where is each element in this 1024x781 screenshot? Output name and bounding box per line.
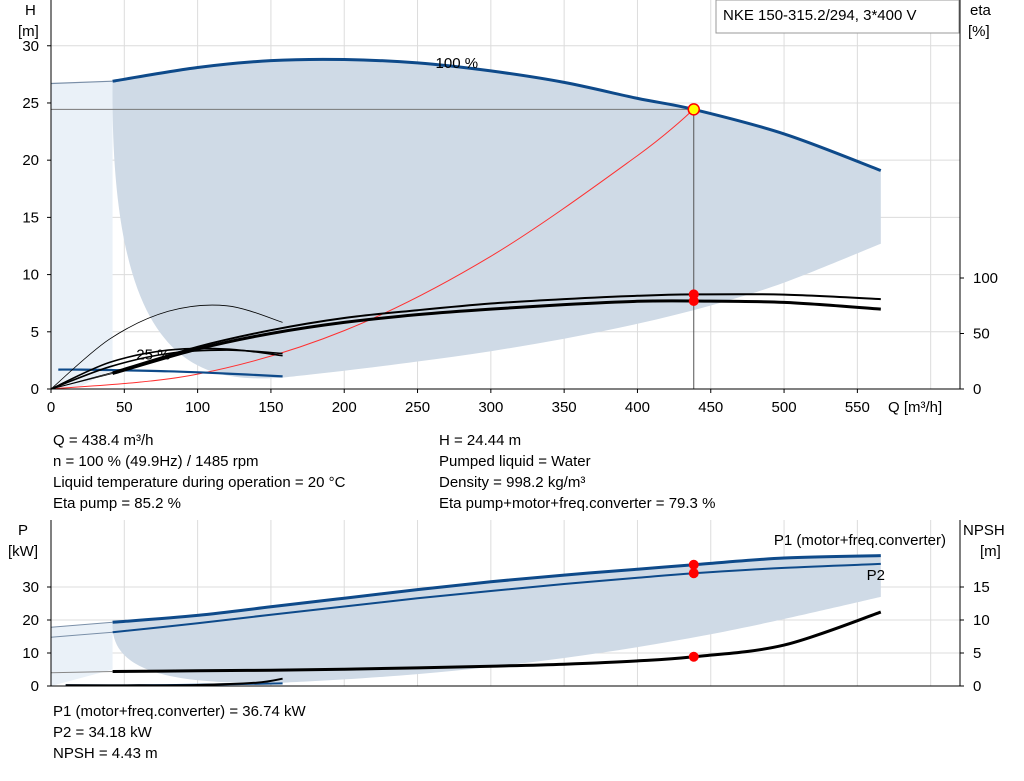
bottom-y2-tick-label: 10 [973, 612, 990, 629]
info-flow: Q = 438.4 m³/h [53, 432, 154, 449]
y-tick-label: 25 [22, 95, 39, 112]
info-top-left: Q = 438.4 m³/h n = 100 % (49.9Hz) / 1485… [53, 430, 345, 514]
bottom-y-axis-label-symbol: P [18, 522, 28, 539]
y-tick-label: 15 [22, 209, 39, 226]
info-p1: P1 (motor+freq.converter) = 36.74 kW [53, 703, 306, 720]
legend-p2: P2 [867, 567, 885, 584]
x-tick-label: 50 [116, 399, 133, 416]
p1-extension-line [50, 621, 113, 628]
info-head: H = 24.44 m [439, 432, 522, 449]
x-tick-label: 0 [47, 399, 55, 416]
x-tick-label: 400 [625, 399, 650, 416]
y-tick-label: 20 [22, 152, 39, 169]
bottom-y2-tick-label: 15 [973, 579, 990, 596]
x-tick-label: 300 [478, 399, 503, 416]
info-npsh: NPSH = 4.43 m [53, 745, 158, 762]
info-liquid-temp: Liquid temperature during operation = 20… [53, 474, 346, 491]
info-eta-total: Eta pump+motor+freq.converter = 79.3 % [439, 495, 716, 512]
eta-curve-eta-25-thin [50, 304, 283, 390]
y-tick-label: 30 [22, 38, 39, 55]
x-axis-label: Q [m³/h] [888, 399, 942, 416]
operating-point-npsh [688, 651, 699, 662]
operating-point-p1 [688, 559, 699, 570]
operating-point-p2 [688, 568, 699, 579]
eta-total-curve [112, 299, 881, 375]
x-tick-label: 200 [332, 399, 357, 416]
bottom-y-tick-label: 0 [31, 678, 39, 695]
p2-curve [112, 562, 881, 634]
info-p2: P2 = 34.18 kW [53, 724, 152, 741]
y2-tick-label: 100 [973, 270, 998, 287]
info-speed: n = 100 % (49.9Hz) / 1485 rpm [53, 453, 259, 470]
title-box [715, 0, 960, 34]
x-tick-label: 100 [185, 399, 210, 416]
head-curve-25 [58, 368, 283, 378]
system-curve [50, 109, 695, 390]
bottom-y-tick-label: 10 [22, 645, 39, 662]
eta-curve-eta-25-b [50, 349, 283, 390]
title-box-text: NKE 150-315.2/294, 3*400 V [723, 7, 916, 24]
y2-axis-label-unit: [%] [968, 23, 990, 40]
y-tick-label: 5 [31, 324, 39, 341]
x-tick-label: 350 [552, 399, 577, 416]
y-tick-label: 0 [31, 381, 39, 398]
x-tick-label: 550 [845, 399, 870, 416]
eta-ext-b [50, 371, 113, 390]
x-tick-label: 250 [405, 399, 430, 416]
x-tick-label: 150 [258, 399, 283, 416]
bottom-y-tick-label: 30 [22, 579, 39, 596]
x-tick-label: 500 [772, 399, 797, 416]
y-axis-label-symbol: H [25, 2, 36, 19]
bottom-region-light [51, 622, 113, 686]
npsh-25-curve [65, 677, 283, 687]
bottom-y2-tick-label: 5 [973, 645, 981, 662]
region-light-left [51, 81, 113, 389]
head-curve-100 [112, 57, 882, 172]
info-bottom: P1 (motor+freq.converter) = 36.74 kW P2 … [53, 701, 306, 764]
bottom-operating-region [112, 555, 881, 683]
bottom-y-axis-label-unit: [kW] [8, 543, 38, 560]
p1-curve [112, 554, 881, 624]
bottom-y2-tick-label: 0 [973, 678, 981, 695]
npsh-curve [112, 610, 882, 673]
operating-point-head [687, 103, 701, 116]
curve-annotation: 100 % [436, 55, 479, 72]
bottom-y2-axis-label-symbol: NPSH [963, 522, 1005, 539]
curve-annotation: 25 % [136, 347, 170, 364]
y-tick-label: 10 [22, 267, 39, 284]
bottom-y-tick-label: 20 [22, 612, 39, 629]
info-eta-pump: Eta pump = 85.2 % [53, 495, 181, 512]
operating-region [112, 59, 881, 379]
head-curve-100-ext [50, 80, 113, 85]
operating-point-eta-total [688, 295, 699, 306]
y-axis-label-unit: [m] [18, 23, 39, 40]
bottom-y2-axis-label-unit: [m] [980, 543, 1001, 560]
legend-p1: P1 (motor+freq.converter) [774, 532, 946, 549]
npsh-extension-line [50, 671, 113, 674]
info-density: Density = 998.2 kg/m³ [439, 474, 586, 491]
y2-tick-label: 0 [973, 381, 981, 398]
x-tick-label: 450 [698, 399, 723, 416]
y2-axis-label-symbol: eta [970, 2, 992, 19]
eta-pump-curve [112, 293, 881, 374]
p2-extension-line [50, 631, 113, 638]
info-pumped-liquid: Pumped liquid = Water [439, 453, 591, 470]
info-top-right: H = 24.44 m Pumped liquid = Water Densit… [439, 430, 715, 514]
y2-tick-label: 50 [973, 326, 990, 343]
